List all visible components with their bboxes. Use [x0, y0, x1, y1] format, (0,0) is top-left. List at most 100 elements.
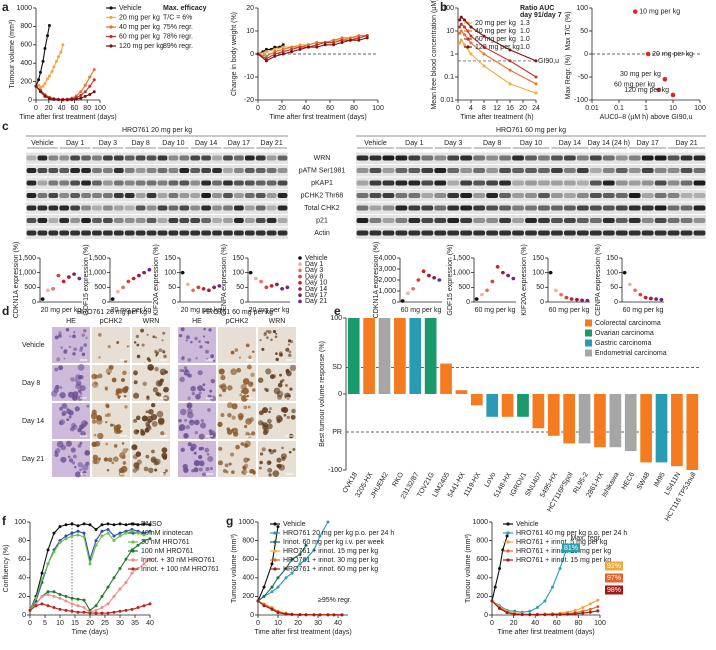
y-tick-label: 400 — [20, 60, 32, 67]
y-tick-label: 1000 — [472, 519, 488, 526]
cell — [235, 444, 240, 450]
blot-band — [421, 205, 434, 211]
blot-band — [447, 180, 460, 186]
cell — [272, 470, 280, 477]
blot-band — [641, 205, 654, 211]
y-axis-label: GDF15 expression (%) — [83, 244, 90, 315]
blot-band — [92, 180, 102, 186]
blot-band — [135, 218, 146, 223]
y-axis-label: Max Regr. (%) — [565, 55, 572, 100]
point-label: 20 mg per kg — [652, 51, 693, 58]
x-tick-label: 0.1 — [614, 105, 624, 112]
blot-band — [538, 218, 550, 223]
blot-band — [654, 168, 667, 173]
cell — [151, 421, 158, 427]
data-point — [459, 29, 463, 33]
blot-band — [576, 180, 589, 186]
cell — [143, 466, 149, 472]
blot-band — [564, 230, 576, 236]
blot-band — [48, 230, 59, 236]
x-tick-label: 5 — [43, 620, 47, 627]
blot-band — [667, 205, 680, 211]
cell — [202, 383, 206, 387]
data-point — [458, 25, 462, 29]
cell — [288, 350, 292, 354]
data-point — [56, 98, 60, 102]
data-point — [511, 276, 516, 281]
x-tick-label: 100 — [594, 620, 606, 627]
data-point — [528, 609, 532, 613]
cell — [65, 440, 73, 447]
data-point — [64, 534, 68, 538]
blot-band — [124, 168, 135, 173]
y-tick-label: 200 — [476, 593, 488, 600]
data-point — [281, 50, 285, 54]
cell — [61, 413, 65, 417]
blot-band — [135, 205, 146, 211]
legend-label: Ovarian carcinoma — [595, 330, 654, 337]
y-tick-label: 50 — [610, 284, 618, 291]
legend-swatch — [273, 549, 277, 553]
data-point — [72, 272, 76, 276]
blot-band — [576, 193, 589, 198]
data-point — [298, 613, 302, 617]
bar — [686, 394, 699, 470]
y-tick-label: 0 — [102, 299, 106, 306]
histology-column-label: WRN — [143, 318, 160, 325]
blot-band — [37, 205, 48, 211]
blot-band — [70, 205, 80, 211]
data-point — [312, 613, 316, 617]
data-point — [290, 557, 294, 561]
cell — [274, 352, 278, 356]
data-point — [340, 36, 344, 40]
cell — [246, 394, 250, 398]
data-point — [306, 45, 310, 49]
bar — [547, 394, 560, 436]
blot-band — [473, 168, 486, 173]
y-tick-label: 150 — [232, 255, 244, 262]
cell — [188, 373, 193, 378]
data-point — [656, 87, 662, 93]
data-point — [276, 611, 280, 615]
cell — [202, 472, 207, 477]
y-axis-label: GDF15 expression (%) — [447, 244, 454, 315]
cell — [238, 356, 242, 359]
blot-band — [168, 218, 179, 223]
blot-lane-label: Day 10 — [520, 140, 542, 147]
data-point — [554, 288, 558, 293]
blot-band — [693, 230, 706, 236]
blot-band — [113, 168, 124, 173]
cell — [72, 352, 76, 356]
data-point — [534, 82, 538, 86]
cell — [93, 433, 97, 437]
cell — [141, 343, 145, 347]
x-tick-label: 20 — [294, 620, 302, 627]
blot-band — [48, 205, 59, 211]
blot-band — [48, 193, 59, 198]
data-point — [458, 18, 462, 22]
bar — [655, 394, 668, 463]
blot-band — [92, 218, 102, 223]
data-point — [217, 284, 222, 288]
data-point — [276, 585, 280, 589]
data-point — [275, 282, 279, 287]
blot-band — [70, 230, 80, 236]
data-point — [304, 557, 308, 561]
y-tick-label: 100 — [164, 270, 176, 277]
cell — [83, 343, 88, 347]
bar — [440, 363, 452, 394]
blot-band — [693, 155, 706, 161]
data-point — [148, 602, 152, 606]
data-point — [47, 23, 51, 27]
y-tick-label: 1,000 — [18, 270, 36, 277]
data-point — [298, 553, 302, 557]
blot-row-label: Total CHK2 — [304, 205, 340, 212]
blot-band — [369, 218, 382, 223]
legend-label: Day 14 — [305, 286, 327, 293]
cell — [50, 390, 58, 397]
blot-band — [486, 218, 498, 223]
cell — [67, 455, 71, 459]
cell — [280, 407, 286, 413]
data-point — [298, 562, 302, 566]
blot-band — [124, 205, 135, 211]
